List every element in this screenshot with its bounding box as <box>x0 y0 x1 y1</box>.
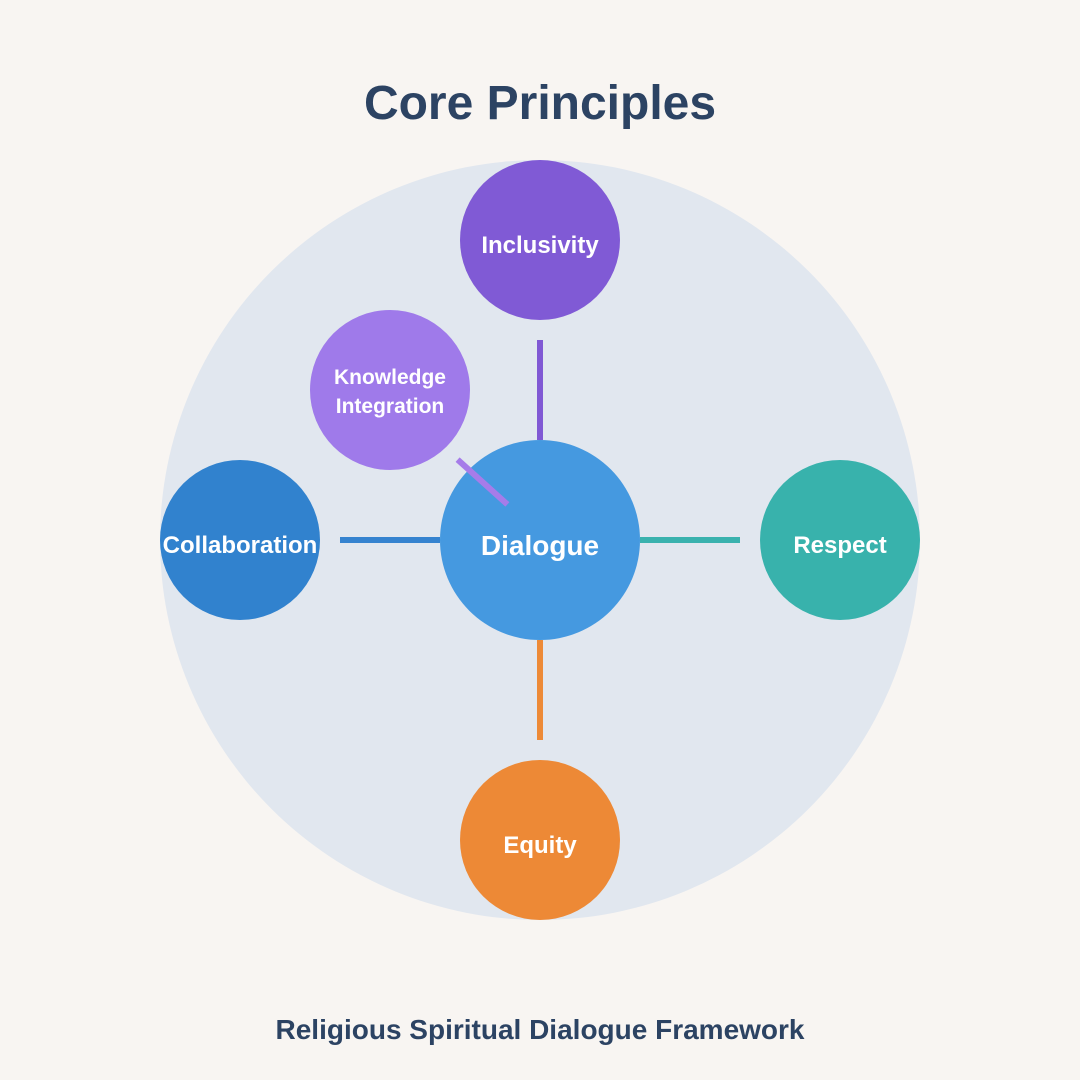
node-collaboration: Collaboration <box>160 460 320 620</box>
node-respect: Respect <box>760 460 920 620</box>
node-dialogue-label: Dialogue <box>480 530 600 561</box>
node-collaboration-label: Collaboration <box>162 532 318 559</box>
node-knowledge-integration-label: Knowledge Integration <box>333 366 446 418</box>
node-inclusivity-label: Inclusivity <box>481 232 599 259</box>
connector-inclusivity <box>537 340 543 440</box>
connector-respect <box>640 537 740 543</box>
diagram-footer: Religious Spiritual Dialogue Framework <box>275 1014 805 1045</box>
node-equity-label: Equity <box>503 832 577 859</box>
node-equity: Equity <box>460 760 620 920</box>
diagram-title: Core Principles <box>363 77 717 130</box>
connector-collaboration <box>340 537 440 543</box>
node-knowledge-integration: Knowledge Integration <box>310 310 470 470</box>
node-inclusivity: Inclusivity <box>460 160 620 320</box>
connector-equity <box>537 640 543 740</box>
node-respect-label: Respect <box>793 532 887 559</box>
